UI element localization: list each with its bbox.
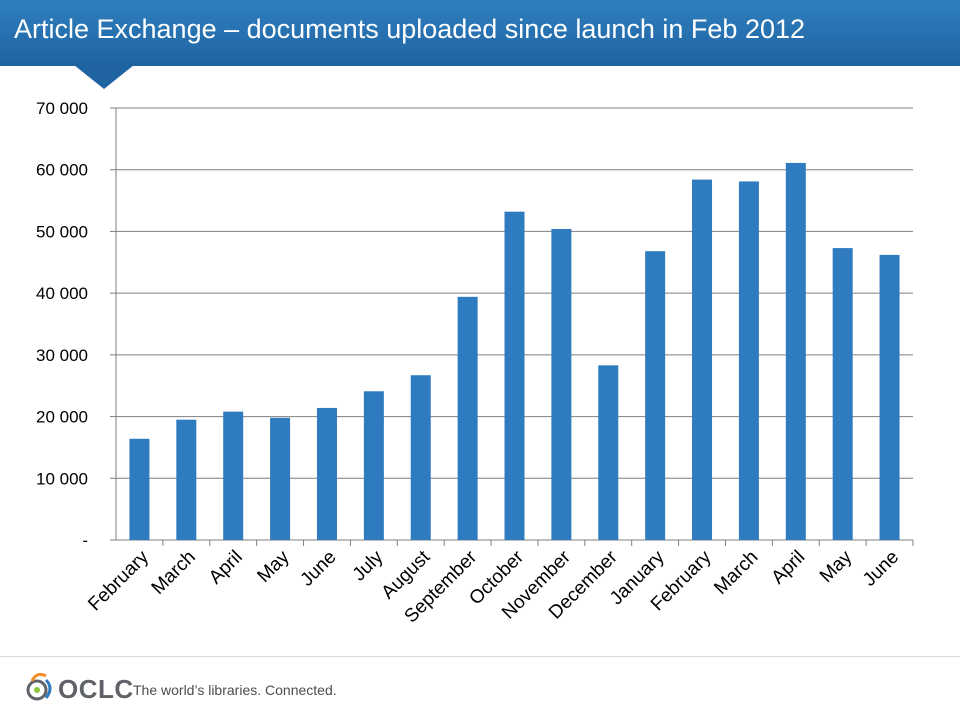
slide-title: Article Exchange – documents uploaded si… (14, 14, 806, 44)
bar (504, 211, 525, 540)
y-tick-label: - (82, 531, 88, 550)
bar (879, 254, 900, 540)
x-tick-label: May (816, 546, 857, 587)
bar (692, 179, 713, 541)
bar (316, 407, 337, 540)
bar-chart: - 10 000 20 000 30 000 40 000 50 000 60 000 70 … (36, 99, 914, 627)
x-tick-label: July (349, 546, 388, 585)
oclc-logo-icon (26, 672, 52, 701)
x-tick-label: May (253, 546, 294, 587)
y-tick-label: 60 000 (36, 161, 88, 180)
x-tick-label: April (768, 547, 810, 589)
bar (645, 251, 666, 541)
logo-wordmark: OCLC (58, 674, 134, 704)
y-tick-label: 40 000 (36, 284, 88, 303)
y-tick-label: 20 000 (36, 408, 88, 427)
bar (223, 411, 244, 540)
x-tick-label: June (859, 547, 903, 591)
bar (551, 228, 572, 540)
y-tick-label: 30 000 (36, 346, 88, 365)
bar (270, 417, 291, 540)
x-tick-label: February (84, 546, 153, 615)
bar (457, 296, 478, 540)
title-bar: Article Exchange – documents uploaded si… (0, 0, 960, 66)
x-tick-label: March (710, 547, 762, 599)
bar (598, 365, 619, 540)
y-tick-label: 70 000 (36, 99, 88, 118)
title-pointer (74, 65, 134, 89)
x-tick-label: March (148, 547, 200, 599)
y-tick-label: 10 000 (36, 469, 88, 488)
y-tick-label: 50 000 (36, 222, 88, 241)
bar (363, 391, 384, 540)
bar (785, 162, 806, 540)
bar (738, 181, 759, 540)
bar (176, 419, 197, 540)
bar (832, 248, 853, 540)
bar (410, 375, 431, 540)
bar (129, 438, 150, 540)
x-tick-label: April (205, 547, 247, 589)
footer-tagline: The world’s libraries. Connected. (133, 682, 337, 698)
x-tick-label: June (297, 547, 341, 591)
footer-divider (0, 656, 960, 657)
